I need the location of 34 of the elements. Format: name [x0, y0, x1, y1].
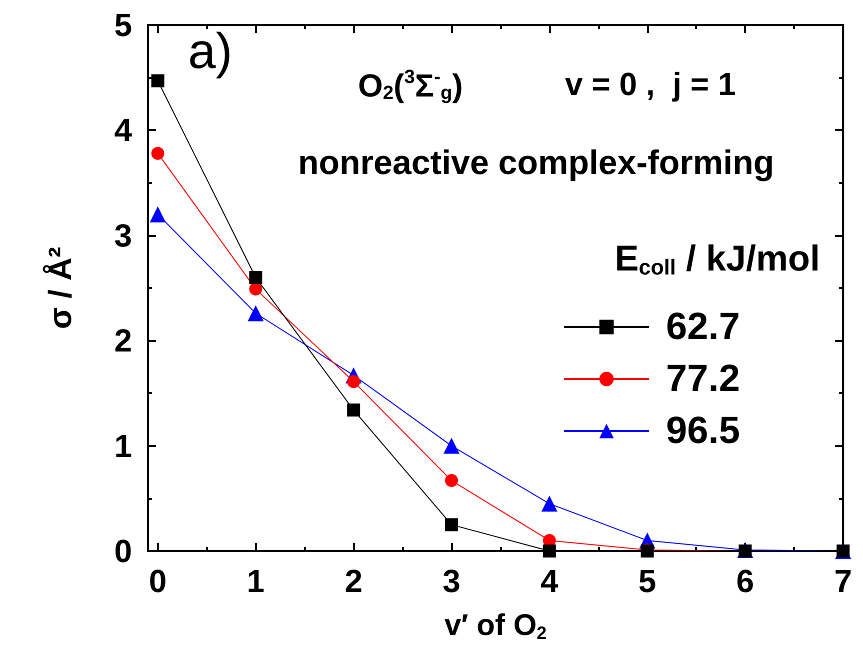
x-tick-label: 7: [834, 563, 852, 599]
x-tick-label: 6: [736, 563, 754, 599]
annotation: v = 0 , j = 1: [565, 66, 736, 102]
x-tick-label: 5: [638, 563, 656, 599]
point: [249, 270, 262, 284]
point: [541, 496, 558, 512]
x-tick-label: 3: [442, 563, 460, 599]
annotation: nonreactive complex-forming: [298, 144, 774, 182]
point: [347, 375, 360, 388]
annotation: a): [188, 23, 232, 79]
point: [150, 206, 166, 222]
point: [542, 544, 556, 558]
legend-label: 96.5: [666, 410, 740, 452]
x-tick-label: 0: [148, 563, 167, 599]
point: [445, 474, 458, 488]
x-tick-label: 2: [344, 563, 362, 599]
y-axis-title: σ / Å²: [42, 246, 78, 330]
y-tick-label: 5: [114, 7, 132, 43]
point: [151, 74, 164, 88]
point: [444, 518, 458, 532]
point: [248, 305, 264, 322]
y-tick-label: 0: [114, 533, 132, 569]
y-tick-label: 2: [114, 322, 132, 359]
legend-label: 62.7: [666, 306, 740, 348]
y-tick-label: 4: [114, 112, 132, 148]
y-tick-label: 1: [114, 428, 132, 464]
x-tick-label: 4: [540, 563, 558, 599]
y-tick-label: 3: [114, 217, 132, 254]
point: [347, 404, 360, 417]
point: [443, 438, 460, 454]
point: [249, 282, 262, 296]
x-tick-label: 1: [246, 563, 265, 599]
legend-label: 77.2: [666, 358, 740, 400]
point: [151, 146, 164, 160]
